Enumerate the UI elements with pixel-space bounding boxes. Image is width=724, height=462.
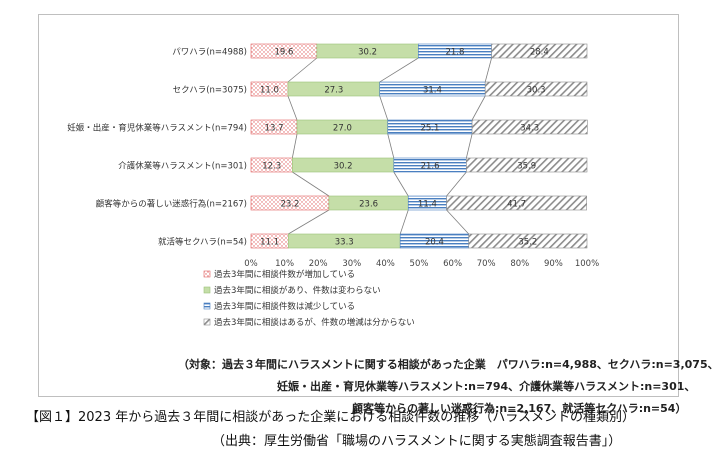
series-line xyxy=(291,133,298,159)
bar-segment xyxy=(491,43,588,59)
series-line xyxy=(484,57,492,83)
stacked-bar-chart: パワハラ(n=4988) 19.6 30.2 21.8 28.4 セクハラ(n=3075)… xyxy=(67,43,599,328)
x-tick-label: 50% xyxy=(410,259,429,269)
legend-entry: 過去3年間に相談はあるが、件数の増減は分からない xyxy=(214,317,415,328)
data-label: 28.4 xyxy=(530,48,549,58)
x-tick-label: 0% xyxy=(244,259,258,269)
figure-source: （出典：厚生労働省「職場のハラスメントに関する実態調査報告書」） xyxy=(212,434,622,449)
data-label: 41.7 xyxy=(507,200,526,210)
category-label: 就活等セクハラ(n=54) xyxy=(158,237,247,248)
data-label: 35.9 xyxy=(517,162,536,172)
data-label: 30.3 xyxy=(527,86,546,96)
series-line xyxy=(287,57,318,83)
legend-swatch xyxy=(203,318,211,326)
bar-segment xyxy=(446,195,587,211)
data-label: 27.3 xyxy=(324,86,343,96)
x-tick-label: 80% xyxy=(510,259,529,269)
data-label: 23.6 xyxy=(359,200,378,210)
legend-swatch xyxy=(203,286,211,294)
legend-entry: 過去3年間に相談件数が増加している xyxy=(214,269,355,280)
x-tick-label: 10% xyxy=(275,259,294,269)
data-label: 21.6 xyxy=(421,162,440,172)
series-line xyxy=(446,171,467,197)
data-label: 33.3 xyxy=(335,238,354,248)
legend-swatch xyxy=(203,270,211,278)
series-line xyxy=(288,209,330,235)
category-label: 妊娠・出産・育児休業等ハラスメント(n=794) xyxy=(67,123,247,134)
category-label: セクハラ(n=3075) xyxy=(173,86,247,96)
x-tick-label: 70% xyxy=(477,259,496,269)
bar-segment xyxy=(466,157,588,173)
data-label: 12.3 xyxy=(262,162,281,172)
x-tick-label: 60% xyxy=(443,259,462,269)
figure-caption: 【図１】2023 年から過去３年間に相談があった企業における相談件数の推移（ハラ… xyxy=(26,410,635,425)
data-label: 30.2 xyxy=(358,48,377,58)
legend-entry: 過去3年間に相談件数は減少している xyxy=(214,301,355,312)
data-label: 20.4 xyxy=(425,238,444,248)
data-label: 23.2 xyxy=(281,200,300,210)
target-note-line-3: 顧客等からの著しい迷惑行為:n=2,167、就活等セクハラ:n=54） xyxy=(352,402,687,415)
legend-entry: 過去3年間に相談があり、件数は変わらない xyxy=(214,285,381,296)
data-label: 34.3 xyxy=(520,124,539,134)
target-note-line-2: 妊娠・出産・育児休業等ハラスメント:n=794、介護休業等ハラスメント:n=30… xyxy=(277,380,696,393)
x-tick-label: 30% xyxy=(342,259,361,269)
series-line xyxy=(379,95,389,121)
chart-frame: パワハラ(n=4988) 19.6 30.2 21.8 28.4 セクハラ(n=3075)… xyxy=(38,14,719,415)
data-label: 27.0 xyxy=(333,124,352,134)
data-label: 11.1 xyxy=(260,238,279,248)
data-label: 11.0 xyxy=(260,86,279,96)
target-note-line-1: （対象：過去３年間にハラスメントに関する相談があった企業 パワハラ:n=4,98… xyxy=(178,358,719,371)
bar-segment xyxy=(471,119,588,135)
legend-swatch xyxy=(203,302,211,310)
series-line xyxy=(393,171,409,197)
data-label: 30.2 xyxy=(334,162,353,172)
category-label: 顧客等からの著しい迷惑行為(n=2167) xyxy=(96,199,247,210)
data-label: 19.6 xyxy=(274,48,293,58)
data-label: 11.4 xyxy=(418,200,437,210)
category-label: パワハラ(n=4988) xyxy=(172,48,247,58)
category-label: 介護休業等ハラスメント(n=301) xyxy=(118,161,247,172)
x-tick-label: 20% xyxy=(309,259,328,269)
data-label: 25.1 xyxy=(420,124,439,134)
data-label: 31.4 xyxy=(423,86,442,96)
series-line xyxy=(446,209,470,235)
series-line xyxy=(465,133,473,159)
x-tick-label: 40% xyxy=(376,259,395,269)
series-line xyxy=(387,133,395,159)
series-line xyxy=(399,209,409,235)
bar-segment xyxy=(484,81,588,97)
data-label: 21.8 xyxy=(445,48,464,58)
series-line xyxy=(379,57,419,83)
data-label: 13.7 xyxy=(265,124,284,134)
data-label: 35.2 xyxy=(518,238,537,248)
series-line xyxy=(287,95,298,121)
series-line xyxy=(292,171,330,197)
x-tick-label: 90% xyxy=(544,259,563,269)
bar-segment xyxy=(468,233,588,249)
series-line xyxy=(471,95,486,121)
x-tick-label: 100% xyxy=(575,259,599,269)
